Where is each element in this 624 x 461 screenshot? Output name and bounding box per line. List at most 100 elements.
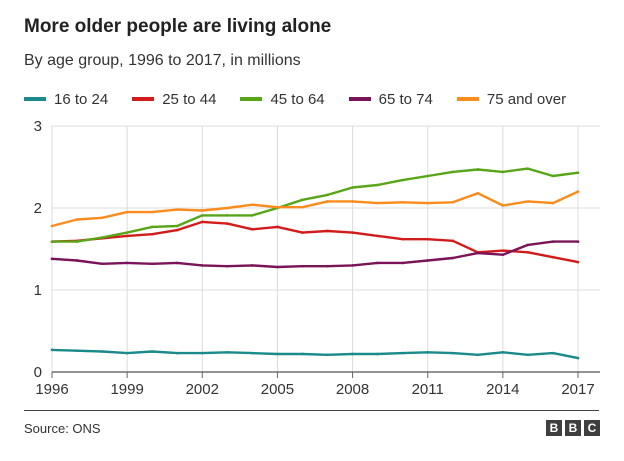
data-point-75-and-over <box>125 210 129 214</box>
data-point-65-to-74 <box>576 240 580 243</box>
data-point-65-to-74 <box>100 262 104 266</box>
data-point-65-to-74 <box>50 257 54 261</box>
data-point-16-to-24 <box>75 349 79 352</box>
data-point-45-to-64 <box>125 231 129 234</box>
data-point-65-to-74 <box>326 264 329 268</box>
data-point-16-to-24 <box>476 353 480 357</box>
data-point-45-to-64 <box>426 174 430 178</box>
data-point-25-to-44 <box>326 229 329 233</box>
y-tick-label: 0 <box>34 364 42 381</box>
data-point-75-and-over <box>526 200 530 203</box>
chart-legend: 16 to 24 25 to 44 45 to 64 65 to 74 75 and o… <box>24 88 590 110</box>
data-point-75-and-over <box>551 201 555 205</box>
x-tick-label: 2008 <box>336 381 369 398</box>
data-point-25-to-44 <box>426 237 430 241</box>
data-point-75-and-over <box>200 209 204 212</box>
data-point-16-to-24 <box>50 348 54 352</box>
data-point-65-to-74 <box>175 261 179 265</box>
legend-label: 65 to 74 <box>378 90 433 108</box>
legend-label: 25 to 44 <box>162 90 217 108</box>
data-point-25-to-44 <box>576 260 580 264</box>
legend-swatch <box>348 97 371 101</box>
data-point-25-to-44 <box>200 220 204 224</box>
bbc-logo-letter: C <box>584 420 600 436</box>
data-point-65-to-74 <box>301 264 304 268</box>
data-point-16-to-24 <box>451 351 455 355</box>
data-point-16-to-24 <box>251 351 254 355</box>
data-point-45-to-64 <box>75 240 79 243</box>
data-point-45-to-64 <box>576 171 580 175</box>
data-point-25-to-44 <box>251 228 254 231</box>
chart-subtitle: By age group, 1996 to 2017, in millions <box>24 52 301 69</box>
data-point-25-to-44 <box>376 234 379 238</box>
legend-item-45-to-64: 45 to 64 <box>240 91 325 108</box>
data-point-25-to-44 <box>551 255 555 259</box>
data-point-25-to-44 <box>301 231 304 234</box>
data-point-16-to-24 <box>100 350 104 353</box>
legend-item-75-and-over: 75 and over <box>456 91 566 108</box>
series-line-75-and-over <box>50 190 580 228</box>
data-point-45-to-64 <box>401 178 404 182</box>
data-point-75-and-over <box>426 201 430 205</box>
data-point-45-to-64 <box>376 183 379 187</box>
data-point-65-to-74 <box>226 264 229 268</box>
data-point-75-and-over <box>376 201 379 205</box>
data-point-16-to-24 <box>200 351 204 355</box>
x-tick-label: 1999 <box>110 381 143 398</box>
legend-label: 16 to 24 <box>54 90 109 108</box>
data-point-16-to-24 <box>526 353 530 357</box>
data-point-65-to-74 <box>551 240 555 243</box>
data-point-16-to-24 <box>226 351 229 354</box>
series-line-65-to-74 <box>50 240 580 269</box>
data-point-75-and-over <box>476 191 480 195</box>
data-point-16-to-24 <box>326 353 329 357</box>
data-point-75-and-over <box>150 210 154 214</box>
data-point-65-to-74 <box>200 264 204 267</box>
data-point-45-to-64 <box>226 214 229 217</box>
data-point-65-to-74 <box>426 259 430 262</box>
data-point-45-to-64 <box>100 236 104 239</box>
data-point-45-to-64 <box>476 168 480 171</box>
data-point-75-and-over <box>501 204 505 207</box>
footer-divider <box>24 410 599 411</box>
x-tick-label: 2011 <box>412 381 444 398</box>
data-point-75-and-over <box>100 216 104 220</box>
data-point-75-and-over <box>576 190 580 193</box>
data-point-45-to-64 <box>301 198 304 202</box>
data-point-65-to-74 <box>501 253 505 257</box>
data-point-16-to-24 <box>501 351 505 354</box>
data-point-45-to-64 <box>326 193 329 197</box>
data-point-25-to-44 <box>401 237 404 241</box>
data-point-75-and-over <box>50 224 54 228</box>
data-point-45-to-64 <box>451 170 455 174</box>
data-point-16-to-24 <box>426 351 430 354</box>
data-point-75-and-over <box>251 203 254 207</box>
bbc-logo: B B C <box>543 420 600 436</box>
data-point-45-to-64 <box>200 214 204 217</box>
data-point-16-to-24 <box>576 356 580 360</box>
source-note: Source: ONS <box>24 421 101 436</box>
data-point-45-to-64 <box>526 167 530 170</box>
data-point-75-and-over <box>276 205 279 209</box>
legend-swatch <box>24 97 46 101</box>
data-point-25-to-44 <box>226 222 229 225</box>
data-point-16-to-24 <box>150 350 154 353</box>
data-point-65-to-74 <box>251 264 254 267</box>
data-point-16-to-24 <box>376 352 379 356</box>
data-point-65-to-74 <box>150 262 154 266</box>
data-point-75-and-over <box>451 200 455 204</box>
data-point-45-to-64 <box>150 225 154 229</box>
data-point-25-to-44 <box>451 239 455 243</box>
bbc-logo-letter: B <box>565 420 581 436</box>
legend-swatch <box>132 97 155 101</box>
legend-item-25-to-44: 25 to 44 <box>132 91 216 108</box>
data-point-75-and-over <box>401 200 404 204</box>
data-point-16-to-24 <box>401 351 404 355</box>
data-point-65-to-74 <box>451 256 455 260</box>
x-tick-label: 1996 <box>35 381 68 398</box>
data-point-75-and-over <box>175 208 179 211</box>
data-point-75-and-over <box>75 218 79 221</box>
data-point-16-to-24 <box>276 352 279 356</box>
data-point-65-to-74 <box>276 265 279 269</box>
